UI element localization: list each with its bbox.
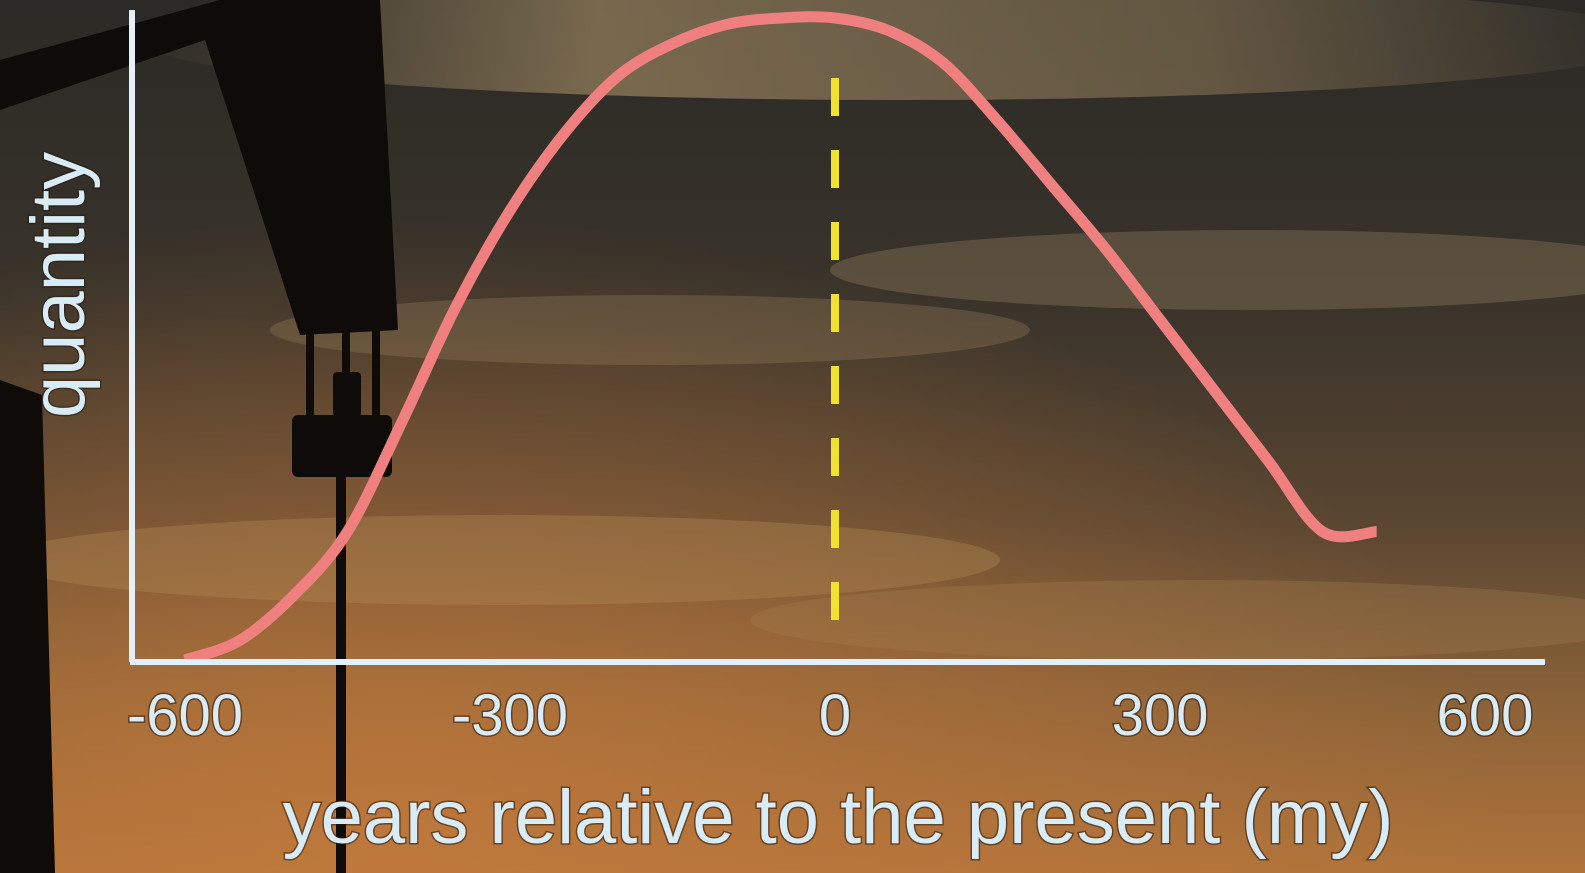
x-tick-label: 300 bbox=[1112, 683, 1209, 748]
y-axis-title: quantity bbox=[16, 152, 101, 418]
x-tick-label: -600 bbox=[127, 683, 243, 748]
x-axis-title: years relative to the present (my) bbox=[283, 775, 1394, 860]
pump-jack-silhouette bbox=[0, 0, 398, 873]
series-line-0 bbox=[183, 11, 1378, 666]
x-tick-label: -300 bbox=[452, 683, 568, 748]
x-tick-label: 600 bbox=[1437, 683, 1534, 748]
plot-area bbox=[183, 11, 1378, 666]
x-tick-label: 0 bbox=[819, 683, 851, 748]
x-tick-labels: -600 -300 0 300 600 bbox=[125, 682, 1534, 750]
